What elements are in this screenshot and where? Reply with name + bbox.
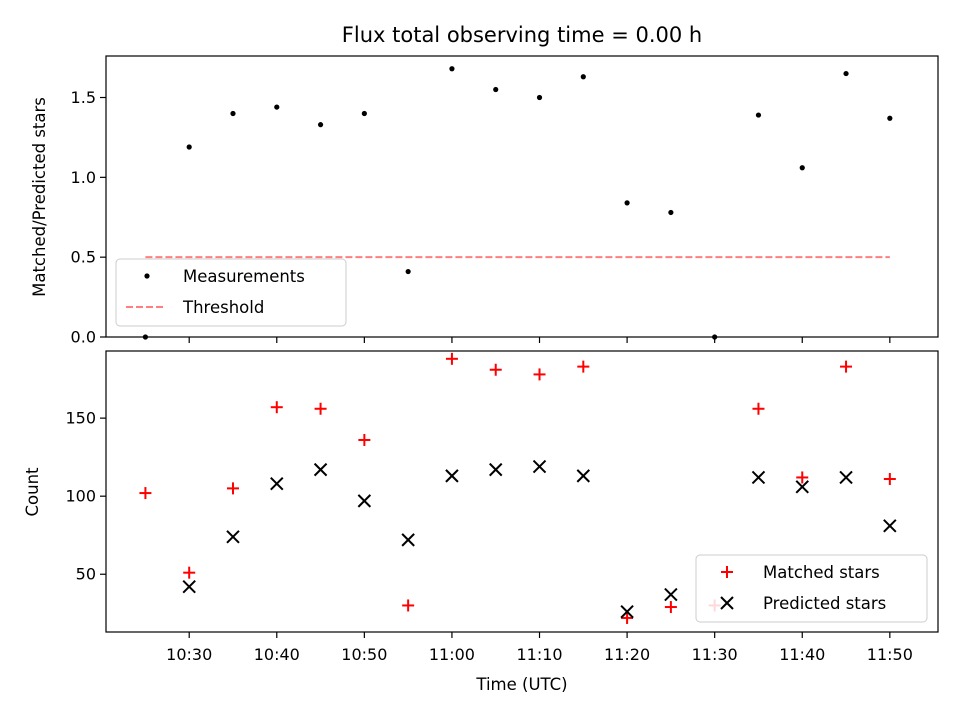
bottom-legend: Matched stars Predicted stars [695,554,928,623]
bottom-x-tick-label: 11:40 [779,645,825,664]
bottom-y-tick-label: 150 [65,409,96,428]
measurement-point [755,112,762,118]
bottom-plot-frame [105,350,939,633]
predicted-star-point [357,494,372,508]
top-y-tick-label: 0.0 [71,328,96,347]
predicted-star-point [795,480,809,494]
measurement-point [799,165,805,171]
measurement-point [887,115,893,121]
legend-predicted-label: Predicted stars [763,594,886,613]
matched-star-point [840,360,853,373]
predicted-star-point [576,469,591,483]
matched-star-point [577,360,590,373]
predicted-star-point [489,462,503,477]
bottom-x-tick-label: 11:30 [692,645,738,664]
bottom-y-tick-label: 50 [76,565,96,584]
measurement-point [186,144,192,150]
ratio-plot: Flux total observing time = 0.00 h Match… [30,23,939,347]
matched-star-point [314,402,327,415]
legend-matched-label: Matched stars [763,563,880,582]
matched-star-point [270,401,283,414]
predicted-star-point [401,533,415,547]
matched-star-point [796,471,809,484]
top-y-tick-label: 0.5 [71,248,96,267]
legend-measurements-label: Measurements [183,267,305,286]
bottom-x-tick-label: 11:50 [867,645,913,664]
predicted-star-point [839,470,853,485]
measurement-point [274,104,280,110]
predicted-star-point [226,530,240,544]
predicted-star-point [751,470,766,485]
matched-star-point [664,601,677,614]
bottom-x-tick-label: 10:30 [166,645,212,664]
bottom-legend-box [695,554,928,623]
predicted-star-point [270,476,284,491]
predicted-star-point [620,604,634,619]
measurement-point [317,122,324,128]
top-plot-frame [105,55,939,338]
predicted-star-point [664,587,678,602]
top-y-tick-label: 1.0 [71,168,96,187]
count-plot: Count Time (UTC) 50 100 150 10:30 10:40 10:50… [23,350,939,694]
measurement-point [230,110,236,117]
predicted-star-point [313,462,328,477]
top-legend: Measurements Threshold [115,258,347,327]
top-plot-marks: 0.0 0.5 1.0 1.5 [71,66,893,347]
matched-star-point [226,482,239,495]
bottom-y-tick-label: 100 [65,487,96,506]
bottom-x-tick-label: 10:50 [341,645,387,664]
matched-star-point [621,611,634,624]
measurement-point [580,74,586,80]
predicted-star-point [182,580,196,594]
bottom-plot-marks: 50 100 150 10:30 10:40 10:50 11:00 11:10 11:20 11… [65,352,913,664]
matched-star-point [445,352,458,365]
matched-star-point [139,487,152,500]
bottom-x-tick-label: 10:40 [254,645,300,664]
legend-measurements-marker [144,273,150,279]
matched-star-point [358,433,371,446]
top-legend-box [115,258,347,327]
chart-title: Flux total observing time = 0.00 h [342,23,702,47]
measurement-point [668,209,674,216]
bottom-x-tick-label: 11:10 [516,645,562,664]
matched-star-point [752,402,765,415]
predicted-star-point [532,459,547,474]
measurement-point [449,66,455,72]
matched-star-point [183,566,196,579]
predicted-star-point [883,519,897,533]
bottom-x-tick-label: 11:00 [429,645,475,664]
measurement-point [493,86,499,93]
measurement-point [624,200,630,206]
matched-star-point [533,368,546,381]
top-y-tick-label: 1.5 [71,88,96,107]
matched-star-point [402,599,415,612]
top-y-axis-label: Matched/Predicted stars [30,97,49,297]
measurement-point [843,70,849,77]
measurement-point [361,110,367,117]
legend-threshold-label: Threshold [182,298,264,317]
bottom-y-axis-label: Count [23,467,42,517]
bottom-x-tick-label: 11:20 [604,645,650,664]
measurement-point [536,94,543,101]
legend-predicted-marker [720,596,734,610]
x-axis-label: Time (UTC) [475,675,567,694]
matched-star-point [489,363,502,376]
legend-matched-marker [721,566,733,578]
matched-star-point [883,473,896,486]
measurement-point [405,268,411,275]
predicted-star-point [445,469,459,483]
